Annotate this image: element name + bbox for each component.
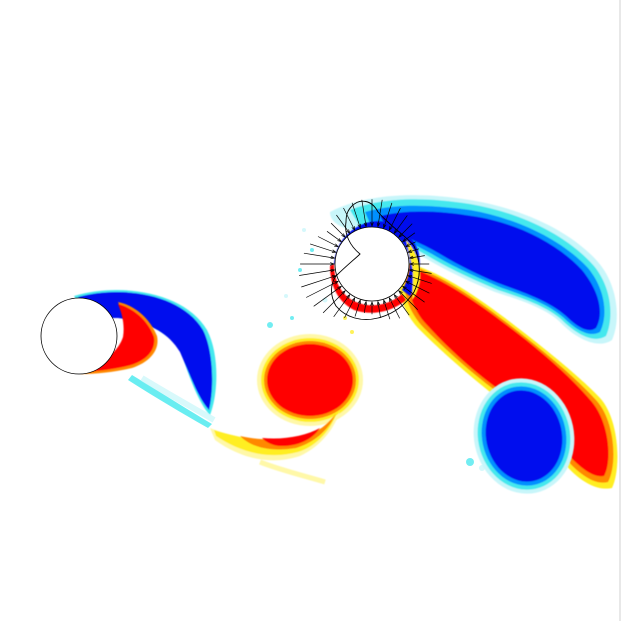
force-arrow: [361, 199, 367, 227]
scattered-weak-vorticity: [267, 228, 485, 471]
shed-positive-vortex: [257, 334, 363, 426]
force-arrow: [303, 252, 335, 259]
force-arrow: [343, 207, 356, 231]
force-arrow-head: [383, 223, 387, 229]
force-arrow: [394, 294, 410, 316]
force-arrow: [301, 275, 337, 288]
force-arrow: [351, 202, 361, 229]
left-wake-positive-lobe: [80, 302, 158, 374]
force-arrow-head: [388, 297, 393, 302]
force-arrow-head: [346, 229, 351, 235]
force-arrow: [388, 297, 401, 319]
force-arrow: [405, 280, 430, 294]
force-arrow-head: [407, 249, 413, 253]
force-arrow-head: [341, 233, 346, 238]
force-arrow-head: [398, 233, 403, 238]
force-arrow-head: [351, 226, 356, 231]
positive-braid-filament: [210, 410, 340, 485]
force-arrow-head: [334, 280, 339, 285]
force-arrow: [326, 231, 342, 242]
force-arrow: [317, 236, 339, 248]
force-arrow: [309, 243, 337, 253]
force-arrow-head: [405, 280, 410, 285]
left-cylinder: [40, 297, 118, 375]
force-arrow: [333, 294, 350, 318]
force-arrow-head: [405, 243, 410, 248]
force-arrow-head: [341, 290, 346, 295]
force-arrow: [383, 299, 391, 320]
force-arrow: [363, 301, 367, 313]
force-arrow: [398, 290, 418, 310]
force-arrow: [306, 280, 339, 298]
right-cylinder: [334, 226, 410, 302]
force-arrow-head: [363, 222, 368, 228]
force-arrow-head: [351, 297, 356, 302]
force-arrow-head: [408, 268, 414, 273]
force-arrow: [402, 232, 416, 242]
force-arrow-head: [393, 229, 398, 235]
force-arrow-head: [334, 243, 339, 248]
force-arrow: [409, 269, 432, 274]
force-arrow-head: [408, 262, 414, 266]
left-shear-streak: [128, 375, 212, 428]
force-arrow: [407, 248, 420, 253]
force-arrow-head: [388, 226, 393, 231]
force-arrow-head: [398, 290, 403, 295]
force-arrow-head: [383, 299, 387, 305]
force-arrow: [354, 299, 361, 317]
force-arrow: [330, 222, 346, 238]
force-arrow: [313, 286, 342, 307]
force-arrow-head: [401, 238, 407, 243]
force-arrow-head: [408, 255, 414, 260]
force-arrow-head: [331, 249, 337, 253]
left-wake-negative-vortex: [74, 289, 217, 415]
force-arrow-head: [370, 222, 374, 228]
force-arrow-head: [357, 299, 361, 305]
left-shear-streak-faint: [140, 375, 216, 423]
force-arrow-head: [337, 285, 343, 290]
force-arrow-head: [346, 293, 351, 299]
force-arrow-head: [337, 238, 343, 243]
force-arrow: [383, 202, 393, 229]
force-arrow: [394, 215, 408, 234]
force-arrow: [377, 301, 381, 318]
force-arrow-head: [393, 293, 398, 299]
force-arrow: [388, 208, 401, 231]
pressure-force-arrows: [299, 199, 432, 320]
force-arrow: [405, 241, 416, 248]
lower-negative-vortex: [473, 378, 575, 494]
force-arrow-head: [330, 268, 336, 273]
force-arrow: [398, 223, 413, 238]
force-arrow-head: [330, 255, 336, 260]
force-arrow: [407, 275, 432, 284]
force-arrow-head: [357, 223, 361, 229]
force-arrow: [377, 199, 383, 227]
force-arrow-head: [401, 285, 407, 290]
force-arrow-head: [376, 222, 381, 228]
force-arrow: [336, 214, 350, 234]
force-envelope: [331, 200, 420, 320]
force-arrow-head: [407, 275, 413, 279]
force-arrow-head: [376, 300, 381, 306]
force-arrow: [402, 286, 425, 303]
force-arrow: [409, 255, 425, 259]
force-arrow-head: [363, 300, 368, 306]
force-arrow-head: [330, 262, 336, 266]
force-arrow-head: [370, 300, 374, 306]
force-arrow: [299, 269, 335, 276]
